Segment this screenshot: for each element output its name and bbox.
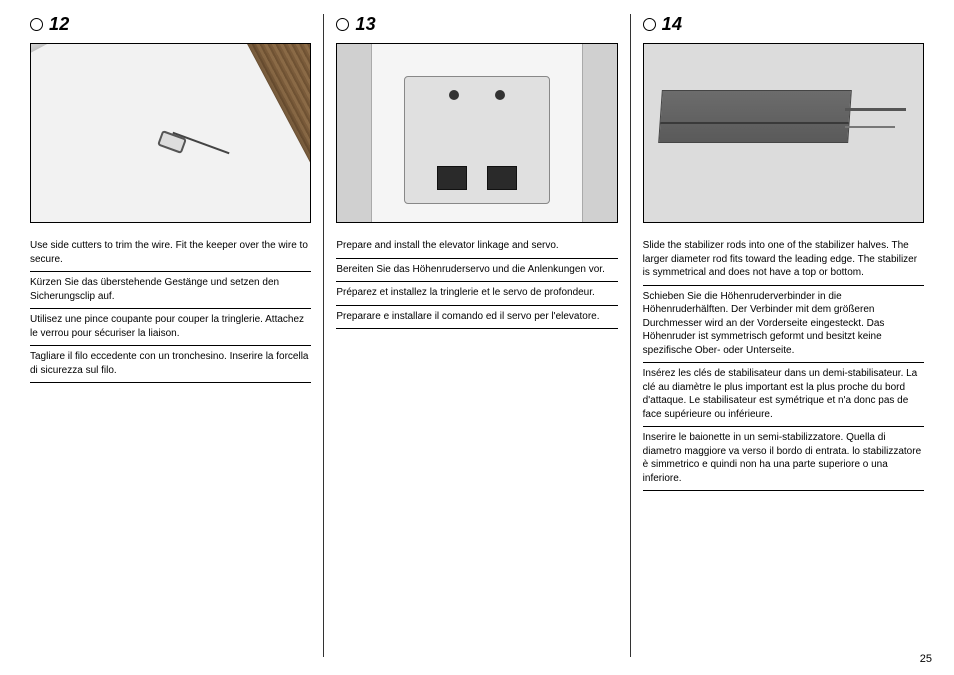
step-number: 14 bbox=[662, 14, 683, 35]
caption-en: Prepare and install the elevator linkage… bbox=[336, 235, 617, 259]
caption-block: Use side cutters to trim the wire. Fit t… bbox=[30, 235, 311, 383]
caption-block: Prepare and install the elevator linkage… bbox=[336, 235, 617, 329]
column-step-12: 12 Use side cutters to trim the wire. Fi… bbox=[18, 14, 323, 657]
figure-step-13 bbox=[336, 43, 617, 223]
step-header: 13 bbox=[336, 14, 617, 35]
checkbox-bullet-icon bbox=[643, 18, 656, 31]
column-step-14: 14 Slide the stabilizer rods into one of… bbox=[630, 14, 936, 657]
caption-it: Preparare e installare il comando ed il … bbox=[336, 306, 617, 330]
step-number: 13 bbox=[355, 14, 376, 35]
caption-en: Use side cutters to trim the wire. Fit t… bbox=[30, 235, 311, 272]
caption-block: Slide the stabilizer rods into one of th… bbox=[643, 235, 924, 491]
column-step-13: 13 Prepare and install the elevator link… bbox=[323, 14, 629, 657]
caption-it: Inserire le baionette in un semi-stabili… bbox=[643, 427, 924, 491]
step-header: 12 bbox=[30, 14, 311, 35]
caption-de: Bereiten Sie das Höhenruderservo und die… bbox=[336, 259, 617, 283]
caption-fr: Insérez les clés de stabilisateur dans u… bbox=[643, 363, 924, 427]
checkbox-bullet-icon bbox=[30, 18, 43, 31]
page-number: 25 bbox=[920, 653, 932, 665]
page: 12 Use side cutters to trim the wire. Fi… bbox=[0, 0, 954, 675]
caption-fr: Utilisez une pince coupante pour couper … bbox=[30, 309, 311, 346]
caption-en: Slide the stabilizer rods into one of th… bbox=[643, 235, 924, 286]
figure-step-14 bbox=[643, 43, 924, 223]
caption-de: Schieben Sie die Höhenruderverbinder in … bbox=[643, 286, 924, 364]
figure-step-12 bbox=[30, 43, 311, 223]
caption-it: Tagliare il filo eccedente con un tronch… bbox=[30, 346, 311, 383]
caption-fr: Préparez et installez la tringlerie et l… bbox=[336, 282, 617, 306]
checkbox-bullet-icon bbox=[336, 18, 349, 31]
caption-de: Kürzen Sie das überstehende Gestänge und… bbox=[30, 272, 311, 309]
step-header: 14 bbox=[643, 14, 924, 35]
step-number: 12 bbox=[49, 14, 70, 35]
